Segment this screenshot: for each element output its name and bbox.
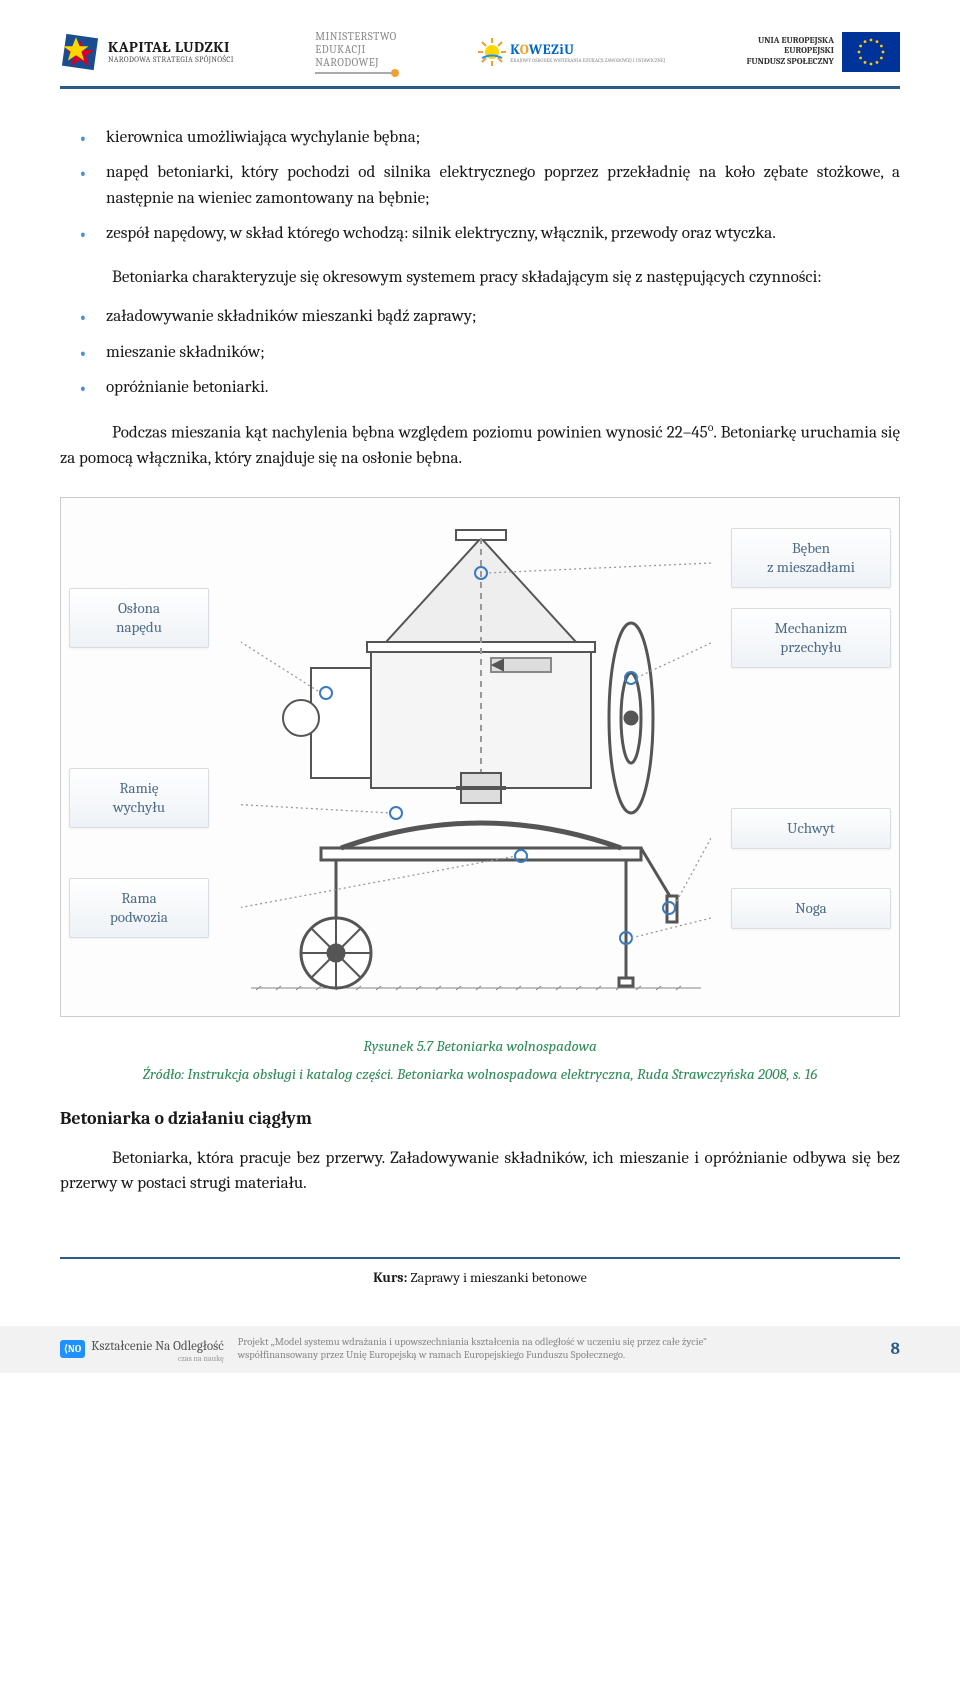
label-mechanizm: Mechanizmprzechyłu [731,608,891,668]
figure-source: Źródło: Instrukcja obsługi i katalog czę… [60,1064,900,1085]
label-noga: Noga [731,888,891,929]
bullet-list-2: załadowywanie składników mieszanki bądź … [60,304,900,401]
footer-course: Kurs: Zaprawy i mieszanki betonowe [60,1269,900,1286]
main-content: kierownica umożliwiająca wychylanie bębn… [60,125,900,1197]
list-item: napęd betoniarki, który pochodzi od siln… [106,160,900,211]
label-uchwyt: Uchwyt [731,808,891,849]
paragraph-1: Betoniarka charakteryzuje się okresowym … [60,265,900,291]
course-label: Kurs: [373,1269,407,1286]
logo-eu: UNIA EUROPEJSKA EUROPEJSKI FUNDUSZ SPOŁE… [747,32,900,72]
kno-logo: ⟨NO Kształcenie Na Odległość czas na nau… [60,1336,224,1363]
list-item: załadowywanie składników mieszanki bądź … [106,304,900,330]
label-ramie: Ramięwychyłu [69,768,209,828]
paragraph-2: Podczas mieszania kąt nachylenia bębna w… [60,419,900,472]
label-rama: Ramapodwozia [69,878,209,938]
figure-caption: Rysunek 5.7 Betoniarka wolnospadowa [60,1035,900,1058]
eu-l3: FUNDUSZ SPOŁECZNY [747,57,834,68]
eu-l1: UNIA EUROPEJSKA [747,36,834,47]
min-l1: MINISTERSTWO [315,30,396,43]
sun-icon [478,38,506,66]
figure-mixer-diagram: Osłonanapędu Ramięwychyłu Ramapodwozia B… [60,497,900,1017]
kno-sub: czas na naukę [91,1354,223,1363]
header-rule [60,86,900,89]
min-underline [315,72,395,74]
paragraph-3: Betoniarka, która pracuje bez przerwy. Z… [60,1146,900,1197]
footer-rule [60,1257,900,1259]
koweziu-sub: KRAJOWY OŚRODEK WSPIERANIA EDUKACJI ZAWO… [510,58,665,64]
kno-badge-icon: ⟨NO [60,1340,85,1358]
logo-kapital-ludzki: KAPITAŁ LUDZKI NARODOWA STRATEGIA SPÓJNO… [60,32,234,72]
section-heading: Betoniarka o działaniu ciągłym [60,1105,900,1132]
kno-text: Kształcenie Na Odległość [91,1339,223,1354]
list-item: opróżnianie betoniarki. [106,375,900,401]
koweziu-text: KOWEZiU [510,41,574,58]
page-number: 8 [891,1340,900,1359]
eu-flag-icon [842,32,900,72]
project-text: Projekt „Model systemu wdrażania i upows… [238,1336,877,1363]
mixer-svg [241,518,711,1008]
list-item: mieszanie składników; [106,340,900,366]
star-icon [60,32,100,72]
list-item: kierownica umożliwiająca wychylanie bębn… [106,125,900,151]
kapital-line2: NARODOWA STRATEGIA SPÓJNOŚCI [108,56,234,65]
label-beben: Bębenz mieszadłami [731,528,891,588]
logo-koweziu: KOWEZiU KRAJOWY OŚRODEK WSPIERANIA EDUKA… [478,38,665,66]
eu-l2: EUROPEJSKI [747,46,834,57]
logo-ministerstwo: MINISTERSTWO EDUKACJI NARODOWEJ [315,30,396,74]
list-item: zespół napędowy, w skład którego wchodzą… [106,221,900,247]
label-oslona: Osłonanapędu [69,588,209,648]
header-logos: KAPITAŁ LUDZKI NARODOWA STRATEGIA SPÓJNO… [60,30,900,74]
min-l2: EDUKACJI [315,43,396,56]
bottom-bar: ⟨NO Kształcenie Na Odległość czas na nau… [0,1326,960,1373]
min-l3: NARODOWEJ [315,56,396,69]
bullet-list-1: kierownica umożliwiająca wychylanie bębn… [60,125,900,247]
kapital-line1: KAPITAŁ LUDZKI [108,39,234,56]
course-name: Zaprawy i mieszanki betonowe [407,1269,586,1286]
